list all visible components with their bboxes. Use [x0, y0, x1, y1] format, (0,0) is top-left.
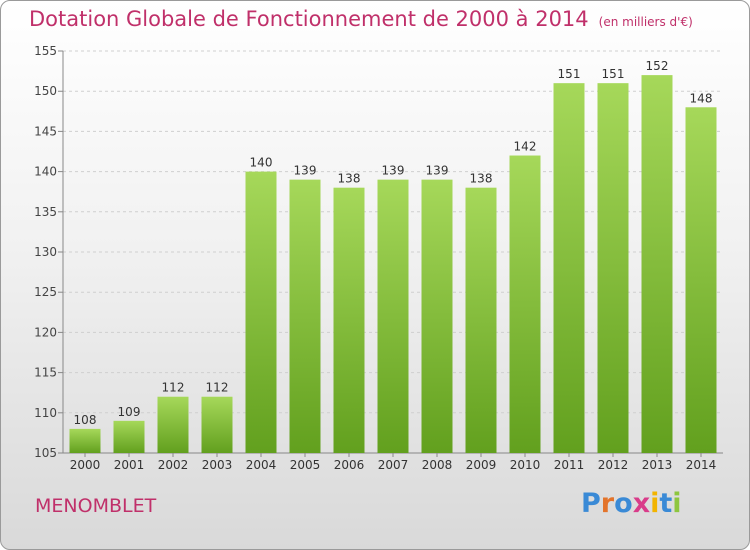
x-tick-label: 2013	[642, 458, 673, 472]
data-label: 152	[646, 59, 669, 73]
commune-name: MENOMBLET	[35, 495, 157, 517]
y-tick-label: 105	[34, 446, 57, 460]
bar	[157, 396, 189, 453]
data-label: 138	[338, 172, 361, 186]
bar	[377, 179, 409, 453]
x-tick-label: 2008	[422, 458, 453, 472]
data-label: 148	[690, 91, 713, 105]
chart-title: Dotation Globale de Fonctionnement de 20…	[29, 7, 693, 31]
y-tick-label: 135	[34, 205, 57, 219]
y-tick-label: 150	[34, 84, 57, 98]
data-label: 109	[118, 405, 141, 419]
data-label: 139	[294, 164, 317, 178]
logo-letter: t	[659, 488, 673, 519]
unit-label: (en milliers d'€)	[598, 15, 693, 29]
x-tick-label: 2000	[70, 458, 101, 472]
x-tick-label: 2011	[554, 458, 585, 472]
x-tick-label: 2010	[510, 458, 541, 472]
bar	[597, 83, 629, 453]
data-label: 140	[250, 156, 273, 170]
y-tick-label: 130	[34, 245, 57, 259]
data-label: 142	[514, 140, 537, 154]
x-tick-label: 2014	[686, 458, 717, 472]
y-tick-label: 145	[34, 124, 57, 138]
bar	[113, 420, 145, 453]
x-tick-label: 2012	[598, 458, 629, 472]
y-tick-label: 120	[34, 325, 57, 339]
bar	[289, 179, 321, 453]
logo-letter: i	[672, 488, 682, 519]
y-tick-label: 115	[34, 366, 57, 380]
x-tick-label: 2001	[114, 458, 145, 472]
bar	[553, 83, 585, 453]
bar	[421, 179, 453, 453]
bar	[245, 171, 277, 453]
logo-letter: x	[632, 488, 651, 519]
logo-letter: r	[600, 488, 615, 519]
data-label: 139	[426, 164, 449, 178]
x-tick-label: 2002	[158, 458, 189, 472]
logo-letter: P	[581, 488, 601, 519]
x-tick-label: 2006	[334, 458, 365, 472]
x-tick-label: 2007	[378, 458, 409, 472]
bar	[69, 428, 101, 453]
data-label: 138	[470, 172, 493, 186]
data-label: 112	[206, 381, 229, 395]
bar	[685, 107, 717, 453]
data-label: 112	[162, 381, 185, 395]
logo-letter: o	[614, 488, 633, 519]
y-tick-label: 110	[34, 406, 57, 420]
y-tick-label: 125	[34, 285, 57, 299]
x-tick-label: 2004	[246, 458, 277, 472]
bar	[465, 187, 497, 453]
x-tick-label: 2009	[466, 458, 497, 472]
y-tick-label: 140	[34, 165, 57, 179]
title-text: Dotation Globale de Fonctionnement de 20…	[29, 7, 589, 31]
data-label: 151	[558, 67, 581, 81]
bar	[201, 396, 233, 453]
bar	[333, 187, 365, 453]
bar	[641, 75, 673, 454]
data-label: 139	[382, 164, 405, 178]
data-label: 108	[74, 413, 97, 427]
proxiti-logo: Proxiti	[581, 488, 682, 519]
logo-letter: i	[650, 488, 660, 519]
x-tick-label: 2003	[202, 458, 233, 472]
bar	[509, 155, 541, 453]
x-tick-label: 2005	[290, 458, 321, 472]
y-tick-label: 155	[34, 44, 57, 58]
data-label: 151	[602, 67, 625, 81]
